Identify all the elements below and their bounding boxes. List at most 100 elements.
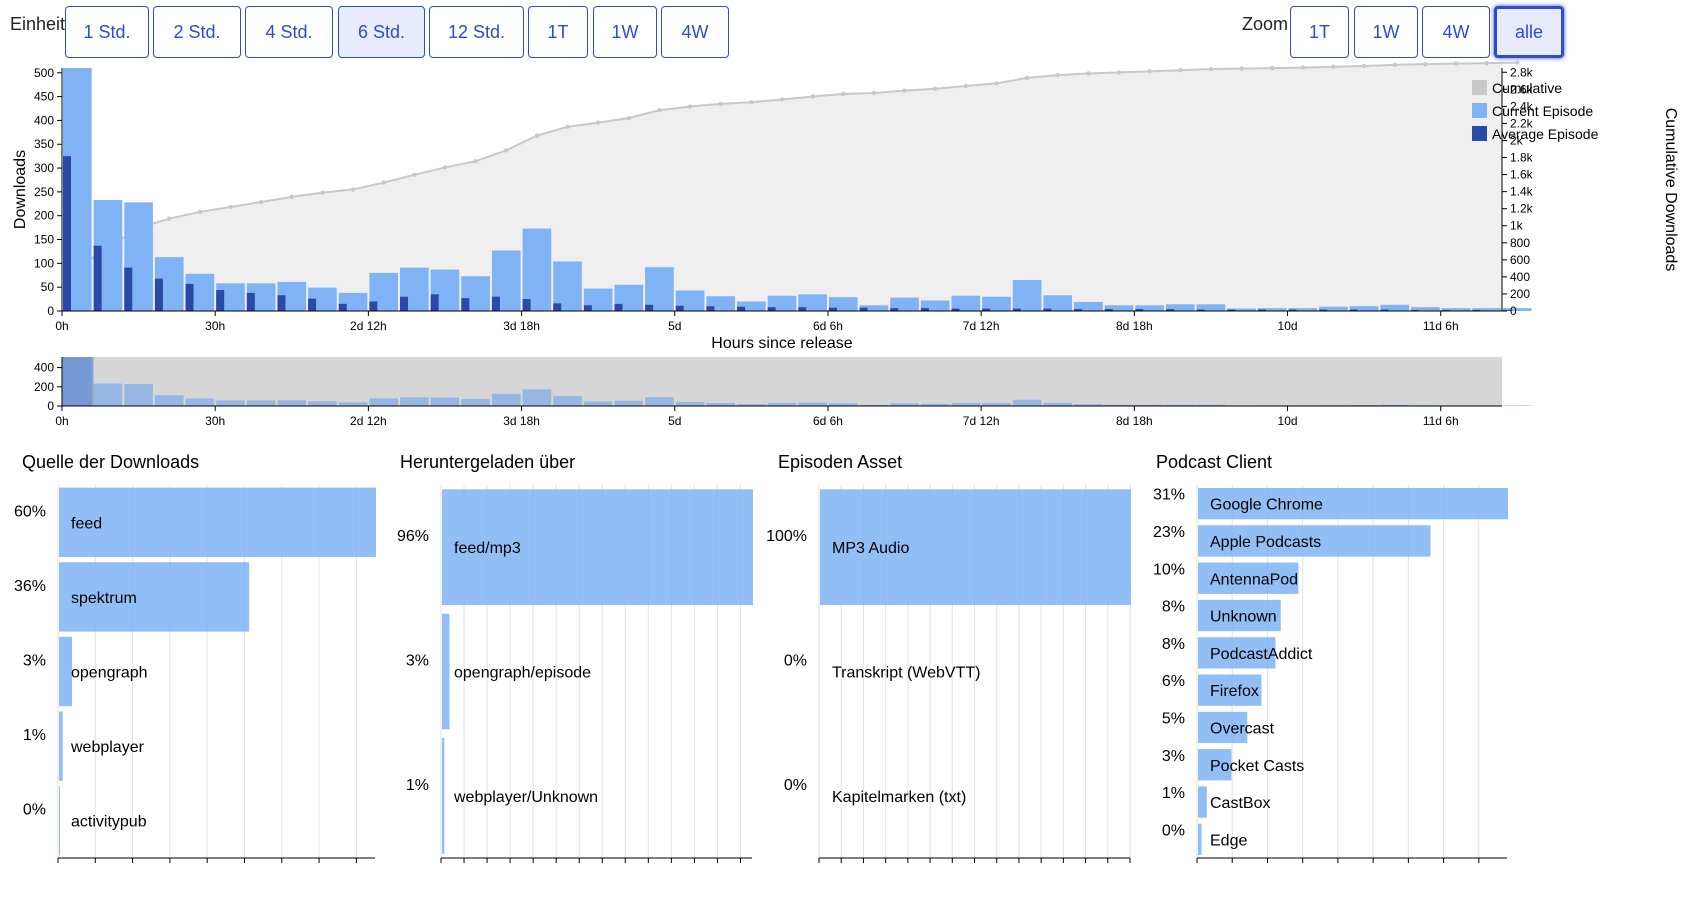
cumulative-point — [902, 88, 907, 93]
breakdown-percent-label: 10% — [1153, 561, 1185, 578]
zoom-button-all[interactable]: alle — [1494, 6, 1564, 58]
legend-label: Cumulative — [1492, 80, 1562, 96]
breakdown-bar — [442, 613, 450, 730]
overview-bar — [737, 404, 766, 406]
y2-tick-label: 2.2k — [1510, 116, 1534, 130]
unit-button-1d[interactable]: 1T — [528, 6, 588, 58]
y2-tick-label: 200 — [1510, 287, 1530, 301]
cumulative-point — [1208, 66, 1214, 72]
breakdown-percent-label: 1% — [1162, 785, 1185, 802]
overview-x-tick-label: 11d 6h — [1423, 414, 1459, 428]
overview-bar — [400, 397, 429, 406]
average-episode-bar — [400, 296, 409, 311]
cumulative-point — [1055, 72, 1060, 78]
zoom-button-4w[interactable]: 4W — [1422, 6, 1490, 58]
cumulative-point — [167, 216, 172, 221]
cumulative-point — [932, 86, 938, 91]
current-episode-bar — [1288, 308, 1318, 311]
cumulative-point — [718, 101, 723, 107]
unit-button-1h[interactable]: 1 Std. — [65, 6, 149, 58]
y-tick-label: 400 — [34, 113, 54, 127]
x-tick-label: 30h — [205, 319, 225, 333]
y2-tick-label: 1.8k — [1510, 151, 1534, 165]
overview-bar — [124, 384, 153, 406]
y2-tick-label: 2.8k — [1510, 65, 1534, 79]
breakdown-bar — [1198, 823, 1202, 856]
overview-bar — [430, 397, 460, 406]
cumulative-point — [1178, 68, 1183, 73]
overview-brush — [62, 357, 94, 406]
unit-button-4w[interactable]: 4W — [661, 6, 729, 58]
cumulative-point — [1116, 70, 1122, 75]
cumulative-point — [626, 115, 632, 121]
breakdown-percent-label: 6% — [1162, 673, 1185, 690]
y-tick-label: 450 — [34, 90, 54, 104]
average-episode-bar — [246, 292, 255, 311]
overview-x-tick-label: 3d 18h — [503, 414, 540, 428]
current-episode-bar — [951, 295, 981, 311]
current-episode-bar — [798, 294, 827, 311]
y2-tick-label: 2k — [1510, 133, 1524, 147]
current-episode-bar — [1319, 306, 1348, 311]
overview-bar — [583, 401, 613, 406]
legend-label: Average Episode — [1492, 126, 1599, 142]
overview-x-tick-label: 2d 12h — [350, 414, 387, 428]
x-tick-label: 10d — [1278, 319, 1298, 333]
x-tick-label: 2d 12h — [350, 319, 387, 333]
zoom-button-1d[interactable]: 1T — [1290, 6, 1349, 58]
unit-button-12h[interactable]: 12 Std. — [429, 6, 524, 58]
breakdown-bar — [1198, 562, 1299, 594]
breakdown-category-label: Edge — [1210, 832, 1247, 849]
current-episode-bar — [1503, 308, 1532, 311]
overview-bar — [920, 403, 950, 406]
legend-swatch — [1472, 126, 1487, 141]
overview-x-tick-label: 6d 6h — [813, 414, 843, 428]
overview-bar — [1043, 402, 1073, 406]
current-episode-bar — [1472, 308, 1501, 311]
current-episode-bar — [1257, 308, 1287, 311]
average-episode-bar — [216, 290, 225, 311]
breakdown-bar — [1198, 599, 1281, 632]
breakdown-bar — [59, 487, 376, 557]
breakdown-percent-label: 0% — [1162, 822, 1185, 839]
unit-button-2h[interactable]: 2 Std. — [153, 6, 241, 58]
cumulative-point — [687, 104, 693, 109]
y2-tick-label: 0 — [1510, 304, 1517, 318]
unit-button-1w[interactable]: 1W — [593, 6, 657, 58]
y-tick-label: 150 — [34, 233, 54, 247]
cumulative-point — [1086, 71, 1091, 76]
cumulative-point — [1484, 60, 1489, 66]
breakdown-percent-label: 1% — [23, 727, 46, 744]
average-episode-bar — [890, 308, 899, 311]
average-episode-bar — [93, 245, 102, 311]
cumulative-point — [1147, 69, 1152, 74]
breakdown-bar — [59, 636, 73, 707]
x-tick-label: 3d 18h — [503, 319, 540, 333]
average-episode-bar — [277, 295, 286, 311]
breakdown-percent-label: 31% — [1153, 487, 1185, 504]
zoom-button-1w[interactable]: 1W — [1354, 6, 1418, 58]
overview-bar — [338, 402, 368, 406]
overview-bar — [890, 403, 919, 406]
y-tick-label: 200 — [34, 209, 54, 223]
y2-tick-label: 400 — [1510, 270, 1530, 284]
average-episode-bar — [1319, 309, 1328, 311]
breakdown-title: Quelle der Downloads — [22, 452, 199, 472]
overview-bar — [553, 396, 582, 406]
y-tick-label: 100 — [34, 256, 54, 270]
overview-bar — [522, 389, 552, 406]
overview-bar — [1380, 404, 1410, 406]
y-tick-label: 350 — [34, 137, 54, 151]
cumulative-point — [1392, 62, 1397, 68]
breakdown-percent-label: 0% — [23, 802, 46, 819]
breakdown-charts: Quelle der Downloads feed 60% spektrum 36% op… — [14, 452, 1508, 863]
cumulative-point — [442, 165, 448, 170]
overview-chart[interactable]: 0 200 400 0h 30h 2d 12h 3d 18h 5d 6d 6h 7d 12h 8d … — [0, 350, 1690, 430]
x-tick-label: 6d 6h — [813, 319, 843, 333]
cumulative-point — [534, 133, 540, 138]
cumulative-point — [1361, 63, 1367, 69]
average-episode-bar — [767, 307, 776, 311]
unit-button-4h[interactable]: 4 Std. — [245, 6, 333, 58]
cumulative-point — [504, 148, 509, 153]
unit-button-6h[interactable]: 6 Std. — [338, 6, 425, 58]
